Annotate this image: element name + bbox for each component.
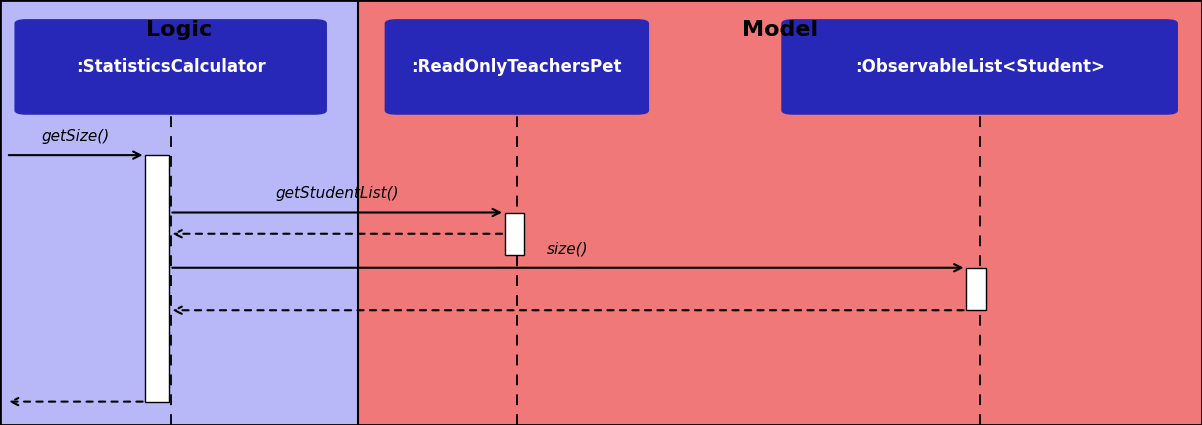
Text: :ObservableList<Student>: :ObservableList<Student>: [855, 58, 1105, 76]
Text: size(): size(): [547, 241, 589, 256]
Text: :StatisticsCalculator: :StatisticsCalculator: [76, 58, 266, 76]
Bar: [0, 0, 358, 425]
Text: Model: Model: [742, 20, 819, 40]
Bar: [966, 268, 986, 310]
FancyBboxPatch shape: [781, 19, 1178, 115]
Bar: [145, 155, 169, 402]
Text: Logic: Logic: [145, 20, 213, 40]
Text: getSize(): getSize(): [42, 128, 109, 144]
FancyBboxPatch shape: [14, 19, 327, 115]
Bar: [358, 0, 1202, 425]
Text: :ReadOnlyTeachersPet: :ReadOnlyTeachersPet: [411, 58, 623, 76]
Bar: [505, 212, 524, 255]
FancyBboxPatch shape: [385, 19, 649, 115]
Text: getStudentList(): getStudentList(): [275, 186, 399, 201]
